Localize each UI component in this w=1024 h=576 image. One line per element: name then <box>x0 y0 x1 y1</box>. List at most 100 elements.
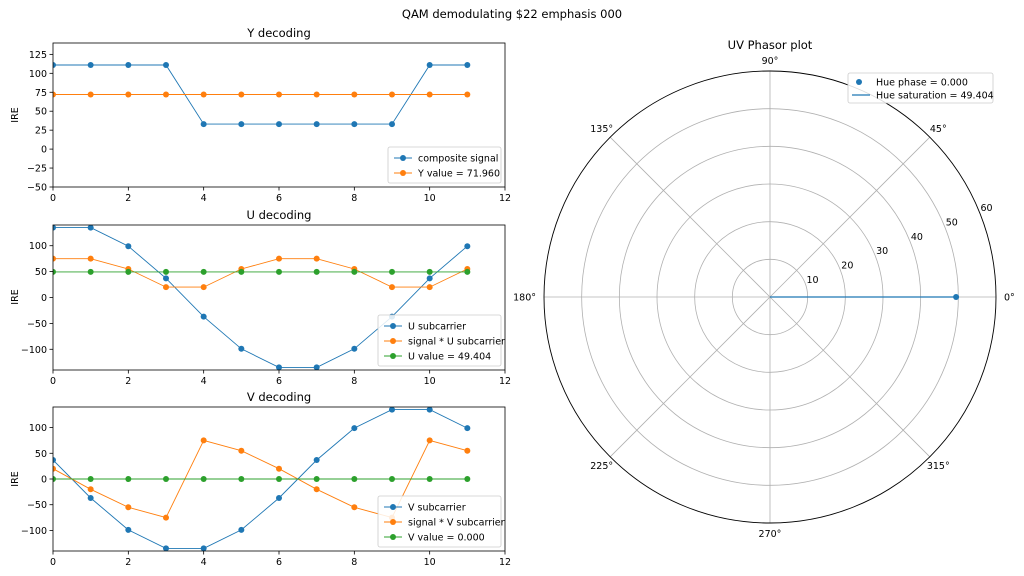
data-point <box>87 61 94 68</box>
data-point <box>238 91 245 98</box>
y-tick-label: 50 <box>35 267 47 278</box>
legend-label: signal * V subcarrier <box>408 518 505 529</box>
data-point <box>87 495 94 502</box>
data-point <box>163 284 169 291</box>
legend-marker <box>390 534 396 540</box>
plot-area <box>53 407 471 551</box>
data-point <box>200 437 207 444</box>
legend-label: Hue phase = 0.000 <box>876 78 968 89</box>
data-point <box>464 91 471 98</box>
data-point <box>125 243 132 250</box>
panel-title: V decoding <box>247 390 311 404</box>
data-point <box>125 526 132 533</box>
data-point <box>53 61 56 68</box>
data-point <box>276 91 282 98</box>
legend-marker <box>400 170 406 176</box>
y-tick-label: −100 <box>21 526 47 537</box>
figure-suptitle: QAM demodulating $22 emphasis 000 <box>401 7 623 21</box>
data-point <box>313 456 320 463</box>
data-point <box>313 255 320 262</box>
legend-box <box>377 495 502 548</box>
angle-tick-label: 0° <box>1004 293 1015 304</box>
radial-tick-label: 50 <box>946 217 958 228</box>
series-line-1 <box>53 258 468 288</box>
data-point <box>276 495 282 502</box>
y-tick-label: −100 <box>21 345 47 356</box>
angle-tick-label: 45° <box>930 124 947 135</box>
data-point <box>200 268 207 275</box>
radial-tick-label: 30 <box>876 246 888 257</box>
data-point <box>238 121 245 128</box>
legend: Hue phase = 0.000 Hue saturation = 49.404 <box>847 72 994 104</box>
data-point <box>276 121 282 128</box>
y-tick-label: 0 <box>41 145 47 156</box>
data-point <box>87 225 94 231</box>
data-point <box>200 476 207 482</box>
data-point <box>313 268 320 275</box>
x-tick-label: 10 <box>424 557 436 568</box>
data-point <box>53 476 56 482</box>
data-point <box>125 504 132 511</box>
data-point <box>313 486 320 493</box>
y-axis-label: IRE <box>10 107 21 122</box>
data-point <box>163 545 169 551</box>
axes-frame <box>52 42 506 188</box>
data-point <box>351 425 358 432</box>
data-point <box>200 545 207 551</box>
data-point <box>163 61 169 68</box>
x-tick-label: 12 <box>499 557 511 568</box>
angle-tick-label: 90° <box>762 56 779 67</box>
axes-frame <box>52 224 506 371</box>
data-point <box>238 526 245 533</box>
angle-tick-label: 225° <box>590 461 613 472</box>
data-point <box>53 255 56 262</box>
y-tick-label: −25 <box>27 164 47 175</box>
data-point <box>87 476 94 482</box>
x-tick-label: 8 <box>351 376 357 387</box>
x-tick-label: 12 <box>499 376 511 387</box>
data-point <box>426 91 433 98</box>
x-tick-label: 0 <box>50 557 56 568</box>
legend-box <box>377 314 502 367</box>
data-point <box>426 268 433 275</box>
data-point <box>276 476 282 482</box>
y-tick-label: 75 <box>35 88 47 99</box>
data-point <box>351 121 358 128</box>
data-point <box>351 345 358 352</box>
y-tick-label: −50 <box>27 500 47 511</box>
data-point <box>351 91 358 98</box>
data-point <box>238 268 245 275</box>
data-point <box>351 504 358 511</box>
data-point <box>163 476 169 482</box>
y-tick-label: −50 <box>27 319 47 330</box>
y-tick-label: 100 <box>29 423 47 434</box>
data-point <box>313 364 320 370</box>
legend-label: signal * U subcarrier <box>408 337 505 348</box>
data-point <box>53 465 56 472</box>
hue-phase-point <box>953 294 960 300</box>
y-tick-label: 25 <box>35 126 47 137</box>
x-tick-label: 6 <box>276 376 282 387</box>
x-tick-label: 10 <box>424 376 436 387</box>
y-tick-label: 50 <box>35 449 47 460</box>
angle-tick-label: 180° <box>513 293 536 304</box>
data-point <box>426 437 433 444</box>
legend-box <box>847 72 994 104</box>
data-point <box>276 465 282 472</box>
data-point <box>163 268 169 275</box>
radial-tick-label: 40 <box>911 232 923 243</box>
data-point <box>426 407 433 413</box>
angle-tick-label: 315° <box>927 461 950 472</box>
data-point <box>53 225 56 231</box>
series-line-0 <box>53 409 468 549</box>
data-point <box>53 268 56 275</box>
data-point <box>313 121 320 128</box>
data-point <box>426 61 433 68</box>
legend-marker <box>390 504 396 510</box>
x-tick-label: 4 <box>201 376 207 387</box>
x-tick-label: 10 <box>424 193 436 204</box>
data-point <box>464 61 471 68</box>
data-point <box>238 447 245 454</box>
x-tick-label: 0 <box>50 376 56 387</box>
data-point <box>87 486 94 493</box>
